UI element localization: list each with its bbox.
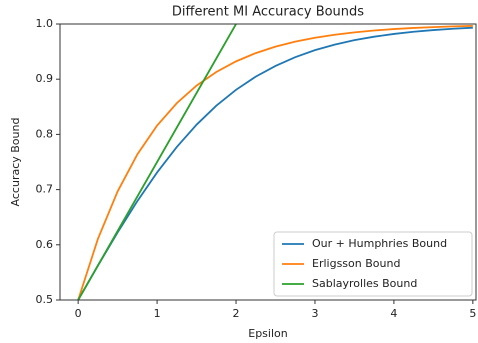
legend-label: Erligsson Bound [312, 257, 400, 270]
y-axis-label: Accuracy Bound [9, 118, 22, 207]
series-line [77, 24, 473, 300]
series-line [77, 26, 473, 300]
x-tick-label: 0 [75, 307, 82, 320]
y-tick-label: 0.5 [36, 293, 54, 306]
series-line [77, 24, 237, 300]
x-tick-label: 2 [233, 307, 240, 320]
y-tick-label: 0.7 [36, 183, 54, 196]
y-tick-label: 0.9 [36, 72, 54, 85]
legend-label: Our + Humphries Bound [312, 237, 447, 250]
chart-title: Different MI Accuracy Bounds [172, 5, 364, 20]
y-tick-label: 0.6 [36, 238, 54, 251]
legend-label: Sablayrolles Bound [312, 277, 417, 290]
x-axis-label: Epsilon [248, 327, 288, 340]
plot-frame [59, 23, 477, 301]
plot-area [77, 24, 473, 300]
y-tick-label: 0.8 [36, 127, 54, 140]
legend-box [273, 231, 473, 297]
y-tick-label: 1.0 [36, 17, 54, 30]
x-tick-label: 1 [154, 307, 161, 320]
x-tick-label: 4 [390, 307, 397, 320]
x-tick-label: 5 [469, 307, 476, 320]
x-tick-label: 3 [311, 307, 318, 320]
